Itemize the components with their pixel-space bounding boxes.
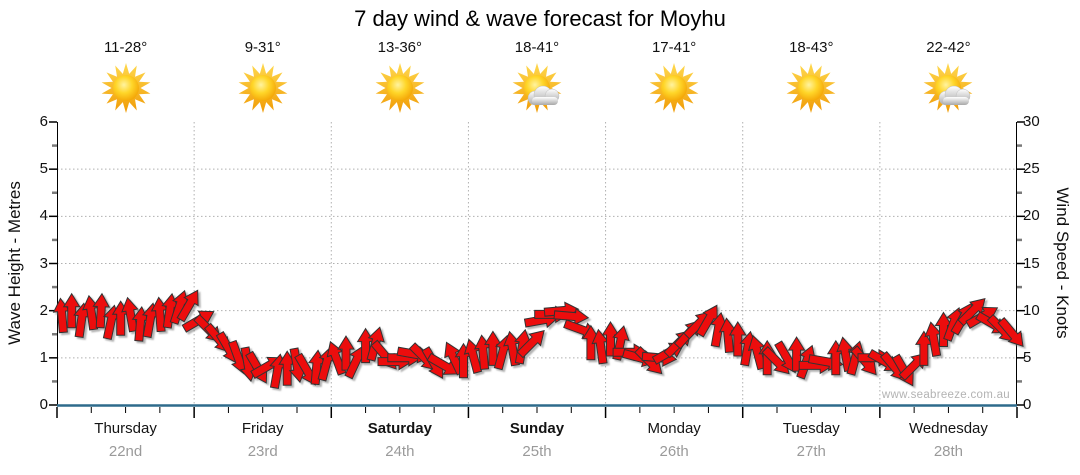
- day-date-label: 26th: [659, 443, 689, 460]
- sun-icon: [101, 63, 150, 113]
- left-axis-tick-label: 6: [39, 113, 48, 130]
- right-axis-tick-label: 15: [1023, 254, 1040, 272]
- chart-title: 7 day wind & wave forecast for Moyhu: [354, 6, 726, 31]
- sun-icon: [786, 63, 836, 113]
- right-axis-title: Wind Speed - Knots: [1053, 187, 1072, 339]
- left-axis-tick-label: 0: [39, 396, 48, 413]
- day-temp-range: 22-42°: [926, 39, 971, 56]
- day-name-label: Monday: [647, 420, 701, 437]
- day-temp-range: 18-41°: [514, 39, 560, 56]
- right-axis-tick-label: 20: [1023, 207, 1040, 225]
- right-axis-tick-label: 30: [1023, 113, 1040, 130]
- day-name-label: Friday: [241, 420, 284, 437]
- sun-cloud-icon: [924, 63, 973, 113]
- day-temp-range: 13-36°: [377, 39, 423, 56]
- wind-arrow: [62, 292, 81, 329]
- day-name-label: Wednesday: [908, 420, 988, 437]
- sun-icon: [238, 63, 288, 113]
- day-date-label: 24th: [385, 443, 415, 460]
- day-temp-range: 9-31°: [244, 39, 281, 56]
- day-name-label: Thursday: [94, 420, 157, 437]
- sun-icon: [649, 63, 699, 113]
- day-name-label: Sunday: [509, 420, 565, 437]
- day-name-label: Tuesday: [782, 420, 840, 437]
- wind-arrow: [176, 289, 199, 323]
- day-temp-range: 17-41°: [651, 39, 697, 56]
- watermark: www.seabreeze.com.au: [881, 389, 1010, 401]
- sun-cloud-icon: [512, 63, 562, 113]
- day-temp-range: 18-43°: [789, 39, 834, 56]
- sun-icon: [375, 63, 425, 113]
- right-axis-tick-label: 5: [1023, 348, 1032, 366]
- right-axis-tick-label: 25: [1023, 160, 1040, 178]
- day-date-label: 23rd: [247, 443, 278, 460]
- left-axis-tick-label: 4: [39, 207, 48, 225]
- day-temp-range: 11-28°: [103, 39, 148, 56]
- wind-arrow: [337, 335, 355, 371]
- left-axis-tick-label: 3: [39, 254, 48, 272]
- day-date-label: 27th: [796, 443, 826, 460]
- wind-arrow: [92, 292, 111, 329]
- day-date-label: 28th: [933, 443, 964, 460]
- day-date-label: 25th: [522, 443, 552, 460]
- right-axis-tick-label: 10: [1023, 301, 1040, 319]
- wind-arrow: [728, 321, 747, 357]
- day-name-label: Saturday: [367, 420, 432, 437]
- left-axis-tick-label: 2: [39, 301, 48, 319]
- left-axis-tick-label: 5: [39, 160, 48, 178]
- wind-arrow: [121, 296, 139, 333]
- wind-arrow: [997, 317, 1024, 348]
- left-axis-tick-label: 1: [39, 348, 48, 366]
- day-date-label: 22nd: [108, 443, 143, 460]
- left-axis-title: Wave Height - Metres: [5, 181, 24, 345]
- wind-arrow: [516, 330, 545, 359]
- right-axis-tick-label: 0: [1023, 396, 1032, 413]
